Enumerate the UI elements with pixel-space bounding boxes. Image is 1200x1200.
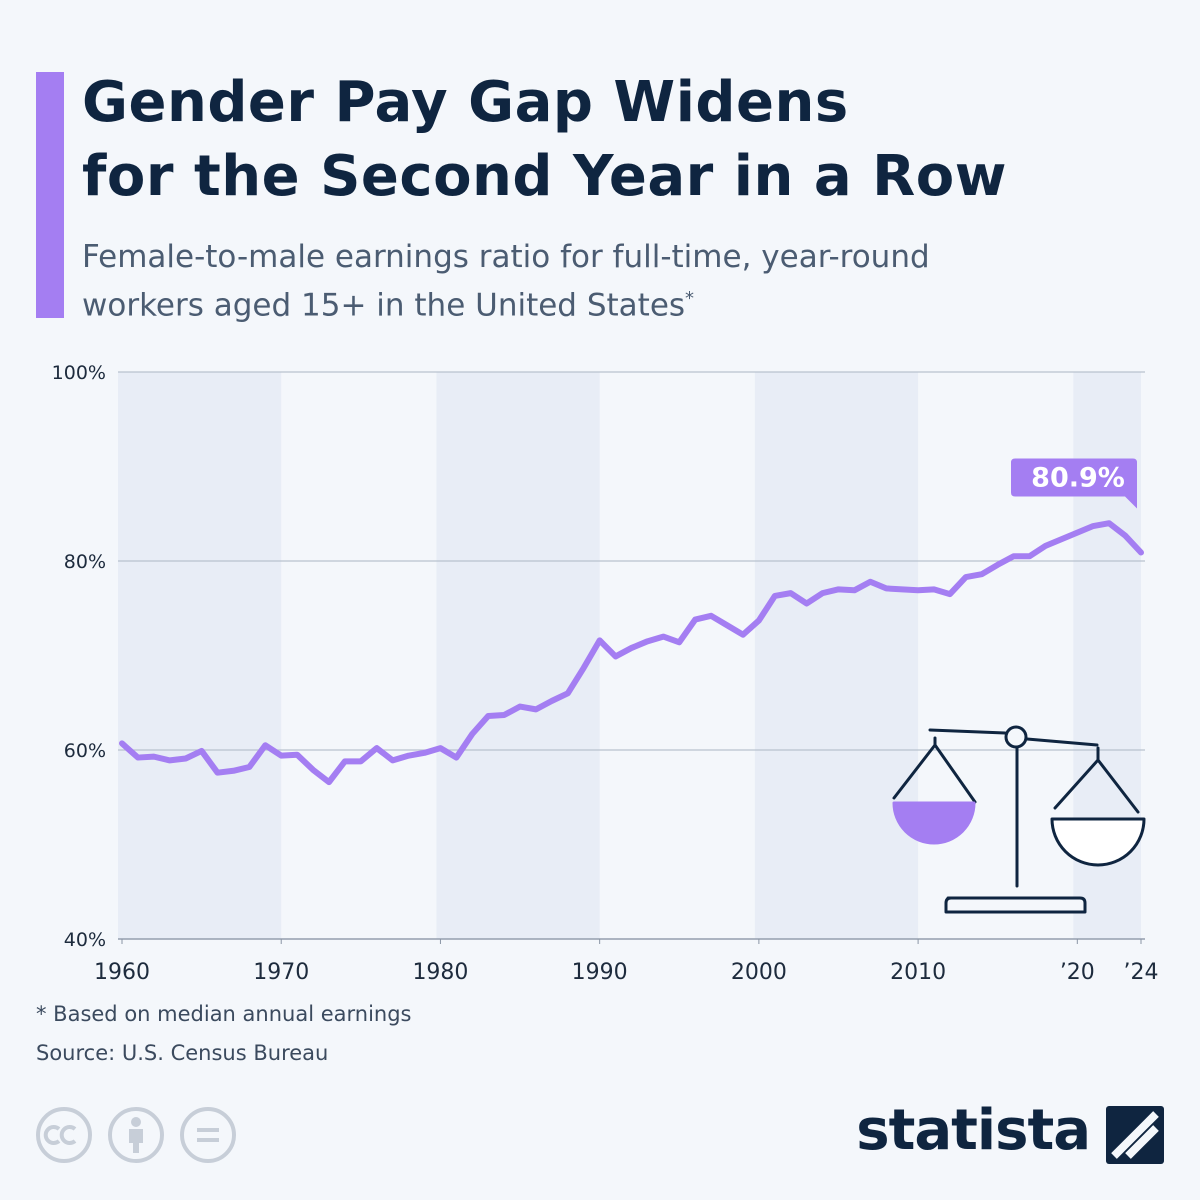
- by-head: [131, 1117, 141, 1127]
- x-tick-label: 2000: [731, 960, 787, 985]
- brand: statista: [856, 1098, 1091, 1163]
- line: [119, 520, 1144, 786]
- subtitle-mark: *: [685, 288, 695, 309]
- y-tick-label: 60%: [64, 740, 106, 762]
- source: Source: U.S. Census Bureau: [36, 1041, 329, 1065]
- chart-title: Gender Pay Gap Widens for the Second Yea…: [82, 66, 1007, 214]
- x-tick-label: ’24: [1124, 960, 1159, 985]
- y-tick-label: 40%: [64, 929, 106, 951]
- right-pan: [1050, 817, 1146, 867]
- nd-lines: [197, 1128, 219, 1142]
- pivot: [1004, 725, 1028, 749]
- beam: [928, 728, 1099, 747]
- cc-icon: [36, 1107, 92, 1163]
- y-tick-label: 80%: [64, 551, 106, 573]
- band: [118, 372, 282, 939]
- nd-icon: [180, 1107, 236, 1163]
- left-strings: [892, 736, 977, 804]
- logo-stripes: [1111, 1111, 1159, 1159]
- chart-subtitle: Female-to-male earnings ratio for full-t…: [82, 236, 1042, 326]
- x-tick-label: 1990: [572, 960, 628, 985]
- title-line: Gender Pay Gap Widens: [82, 70, 849, 135]
- by-icon: [108, 1107, 164, 1163]
- x-tick-label: 1980: [412, 960, 468, 985]
- x-tick-label: 1970: [253, 960, 309, 985]
- footnote: * Based on median annual earnings: [36, 1002, 412, 1026]
- bands: [118, 372, 1141, 939]
- left-pan: [892, 801, 976, 845]
- license-icons: [36, 1107, 236, 1163]
- band: [754, 372, 919, 939]
- y-tick-label: 100%: [52, 362, 106, 384]
- right-strings: [1053, 746, 1140, 814]
- by-body: [129, 1129, 143, 1153]
- x-tick-label: 2010: [890, 960, 946, 985]
- subtitle-text: Female-to-male earnings ratio for full-t…: [82, 239, 930, 324]
- cc-letters: [43, 1125, 77, 1145]
- x-tick-label: ’20: [1060, 960, 1095, 985]
- band: [436, 372, 600, 939]
- x-tick-label: 1960: [94, 960, 150, 985]
- base: [944, 896, 1087, 914]
- title-line: for the Second Year in a Row: [82, 144, 1007, 209]
- label-bubble: [1011, 458, 1137, 509]
- scale-icon: [892, 725, 1146, 914]
- brand-logo: [1106, 1106, 1164, 1164]
- data-label: 80.9%: [1031, 462, 1125, 493]
- accent-bar: [36, 72, 64, 318]
- chart: 40% 60% 80% 100% 1960 1970 1980 1990 2000 2010 ’20…: [52, 362, 1159, 985]
